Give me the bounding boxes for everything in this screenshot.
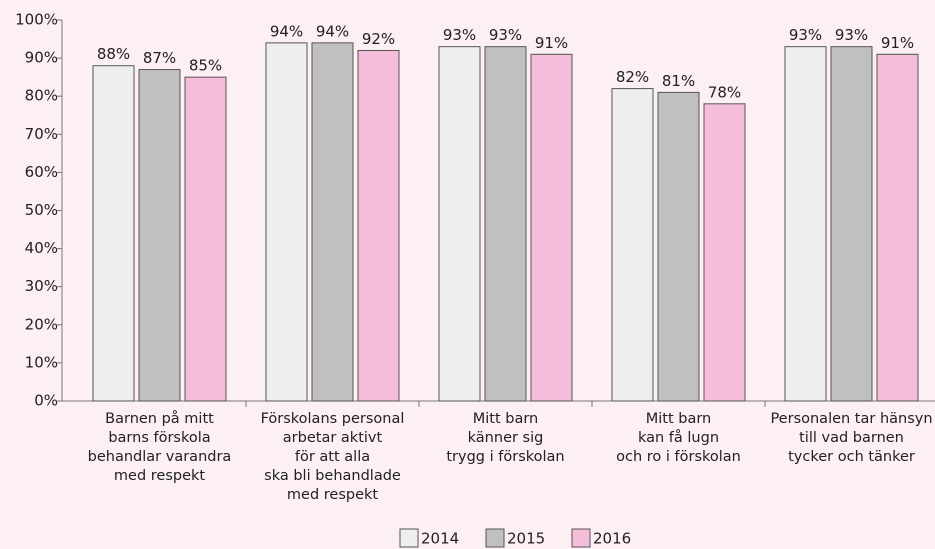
value-label: 85% bbox=[189, 57, 222, 75]
value-label: 93% bbox=[835, 26, 868, 44]
bar bbox=[530, 53, 573, 402]
value-label: 93% bbox=[789, 26, 822, 44]
x-tick-label: Förskolans personal arbetar aktivt för a… bbox=[260, 411, 405, 503]
y-tick-label: 60% bbox=[25, 163, 58, 181]
value-label: 88% bbox=[97, 45, 130, 63]
bar bbox=[438, 46, 481, 402]
value-label: 87% bbox=[143, 49, 176, 67]
legend-swatch bbox=[571, 528, 591, 548]
value-label: 78% bbox=[708, 83, 741, 101]
bar bbox=[784, 46, 827, 402]
bar bbox=[265, 42, 308, 402]
x-tick-label: Mitt barn känner sig trygg i förskolan bbox=[446, 411, 565, 465]
y-tick-label: 70% bbox=[25, 125, 58, 143]
y-tick-label: 80% bbox=[25, 87, 58, 105]
value-label: 93% bbox=[443, 26, 476, 44]
value-label: 91% bbox=[881, 34, 914, 52]
legend-swatch bbox=[485, 528, 505, 548]
y-tick-label: 0% bbox=[34, 392, 58, 410]
y-tick-label: 90% bbox=[25, 49, 58, 67]
value-label: 92% bbox=[362, 30, 395, 48]
legend-label: 2015 bbox=[507, 530, 545, 548]
y-tick-label: 10% bbox=[25, 353, 58, 371]
value-label: 93% bbox=[489, 26, 522, 44]
bar bbox=[876, 53, 919, 402]
x-tick-label: Barnen på mitt barns förskola behandlar … bbox=[87, 411, 232, 484]
x-tick-label: Personalen tar hänsyn till vad barnen ty… bbox=[770, 411, 933, 465]
y-tick-label: 40% bbox=[25, 239, 58, 257]
bar bbox=[184, 76, 227, 402]
value-label: 94% bbox=[316, 22, 349, 40]
bar bbox=[357, 49, 400, 402]
value-label: 94% bbox=[270, 22, 303, 40]
value-label: 82% bbox=[616, 68, 649, 86]
legend-label: 2016 bbox=[593, 530, 631, 548]
value-label: 81% bbox=[662, 72, 695, 90]
value-label: 91% bbox=[535, 34, 568, 52]
bar bbox=[92, 65, 135, 402]
x-tick-label: Mitt barn kan få lugn och ro i förskolan bbox=[616, 411, 741, 465]
y-tick-label: 100% bbox=[15, 11, 58, 29]
bar bbox=[657, 91, 700, 402]
bar bbox=[484, 46, 527, 402]
y-tick-label: 50% bbox=[25, 201, 58, 219]
bar bbox=[138, 69, 181, 402]
y-tick-label: 20% bbox=[25, 315, 58, 333]
bar bbox=[611, 88, 654, 402]
y-tick-label: 30% bbox=[25, 277, 58, 295]
bar bbox=[830, 46, 873, 402]
bar bbox=[311, 42, 354, 402]
bar bbox=[703, 103, 746, 402]
legend-swatch bbox=[399, 528, 419, 548]
legend-label: 2014 bbox=[421, 530, 459, 548]
